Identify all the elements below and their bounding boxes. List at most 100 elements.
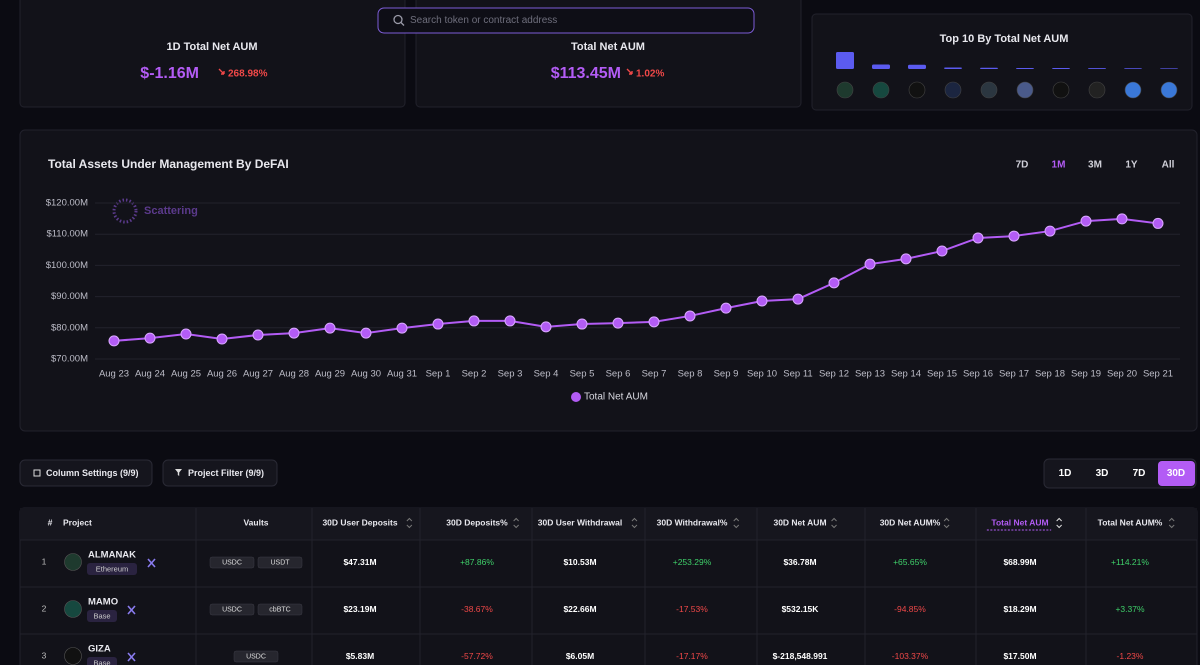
column-settings-button[interactable]: [19, 459, 153, 487]
column-header[interactable]: Total Net AUM: [991, 517, 1048, 527]
stat-title: Total Net AUM: [571, 41, 645, 53]
cell: $36.78M: [783, 557, 816, 567]
cell: $10.53M: [563, 557, 596, 567]
stat-value: $-1.16M: [140, 65, 199, 82]
stat-change: 268.98%: [228, 69, 268, 80]
table-header: [20, 508, 1197, 540]
range-option[interactable]: 1M: [1052, 160, 1066, 171]
point: [864, 258, 876, 270]
x-tick-label: Sep 5: [570, 369, 595, 380]
cell: $18.29M: [1003, 604, 1036, 614]
top10-bar: [1052, 68, 1070, 69]
point: [1080, 215, 1092, 227]
point: [396, 322, 408, 334]
project-icon: [64, 600, 82, 618]
point: [504, 315, 516, 327]
point: [432, 318, 444, 330]
period-active: [1158, 461, 1195, 486]
vault-chip: [257, 556, 303, 569]
point: [576, 318, 588, 330]
top10-bar: [1016, 68, 1034, 69]
point: [252, 329, 264, 341]
period-option[interactable]: 1D: [1059, 468, 1072, 479]
x-tick-label: Sep 6: [606, 369, 631, 380]
point: [324, 322, 336, 334]
x-link-icon[interactable]: [127, 605, 136, 615]
sort-icon: [831, 517, 837, 529]
range-option[interactable]: 3M: [1088, 160, 1102, 171]
range-option[interactable]: 1Y: [1125, 160, 1138, 171]
x-tick-label: Aug 29: [315, 369, 345, 380]
cell: -94.85%: [894, 604, 926, 614]
x-tick-label: Aug 24: [135, 369, 165, 380]
chain-tag: [87, 657, 117, 665]
cell: -57.72%: [461, 651, 493, 661]
project-name[interactable]: ALMANAK: [88, 550, 136, 561]
x-tick-label: Sep 21: [1143, 369, 1173, 380]
rank: 3: [42, 650, 47, 660]
project-icon: [944, 81, 962, 99]
point: [468, 315, 480, 327]
top10-title: Top 10 By Total Net AUM: [940, 33, 1069, 45]
search-box[interactable]: [377, 7, 755, 34]
column-header[interactable]: 30D Withdrawal%: [657, 517, 728, 527]
sort-icon: [1056, 517, 1063, 529]
x-tick-label: Aug 28: [279, 369, 309, 380]
x-tick-label: Sep 19: [1071, 369, 1101, 380]
point: [684, 310, 696, 322]
vault-label: cbBTC: [269, 606, 290, 613]
chain-label: Base: [93, 658, 110, 665]
watermark-logo: [112, 198, 138, 224]
vault-label: USDT: [270, 559, 290, 566]
column-header[interactable]: 30D Deposits%: [446, 517, 508, 527]
top10-bar: [836, 52, 854, 69]
x-link-icon[interactable]: [147, 558, 156, 568]
cell: $17.50M: [1003, 651, 1036, 661]
x-tick-label: Aug 25: [171, 369, 201, 380]
chain-label: Ethereum: [96, 564, 129, 573]
point: [288, 327, 300, 339]
column-header[interactable]: 30D User Deposits: [322, 517, 397, 527]
point: [612, 317, 624, 329]
column-header[interactable]: Total Net AUM%: [1098, 517, 1163, 527]
cell: $22.66M: [563, 604, 596, 614]
point: [1044, 225, 1056, 237]
x-tick-label: Sep 7: [642, 369, 667, 380]
column-header[interactable]: 30D User Withdrawal: [538, 517, 622, 527]
cell: +114.21%: [1111, 557, 1149, 567]
point: [360, 327, 372, 339]
chain-tag: [87, 563, 137, 575]
cell: +87.86%: [460, 557, 494, 567]
column-header: Project: [63, 517, 92, 527]
sort-icon: [406, 517, 413, 529]
cell: $-218,548.991: [773, 651, 828, 661]
period-option[interactable]: 7D: [1133, 468, 1146, 479]
column-header[interactable]: 30D Net AUM%: [880, 517, 941, 527]
top10-bar: [1160, 68, 1178, 69]
period-option[interactable]: 30D: [1167, 468, 1185, 479]
vault-label: USDC: [246, 653, 266, 660]
chart-title: Total Assets Under Management By DeFAI: [48, 157, 289, 171]
point: [720, 302, 732, 314]
x-tick-label: Sep 2: [462, 369, 487, 380]
period-option[interactable]: 3D: [1096, 468, 1109, 479]
y-tick-label: $100.00M: [46, 260, 88, 271]
project-name[interactable]: MAMO: [88, 597, 118, 608]
x-tick-label: Sep 10: [747, 369, 777, 380]
x-link-icon[interactable]: [127, 652, 136, 662]
project-icon: [872, 81, 890, 99]
project-filter-button[interactable]: [162, 459, 278, 487]
x-tick-label: Aug 26: [207, 369, 237, 380]
x-tick-label: Sep 12: [819, 369, 849, 380]
range-option[interactable]: 7D: [1016, 160, 1029, 171]
project-name[interactable]: GIZA: [88, 644, 111, 655]
column-header[interactable]: 30D Net AUM: [773, 517, 826, 527]
project-icon: [1016, 81, 1034, 99]
line: [113, 217, 1159, 342]
top10-bar: [1088, 68, 1106, 69]
cell: -103.37%: [892, 651, 929, 661]
range-option[interactable]: All: [1162, 160, 1175, 171]
vault-chip: [209, 556, 255, 569]
vault-label: USDC: [222, 559, 242, 566]
stat-value: $113.45M: [551, 65, 621, 82]
